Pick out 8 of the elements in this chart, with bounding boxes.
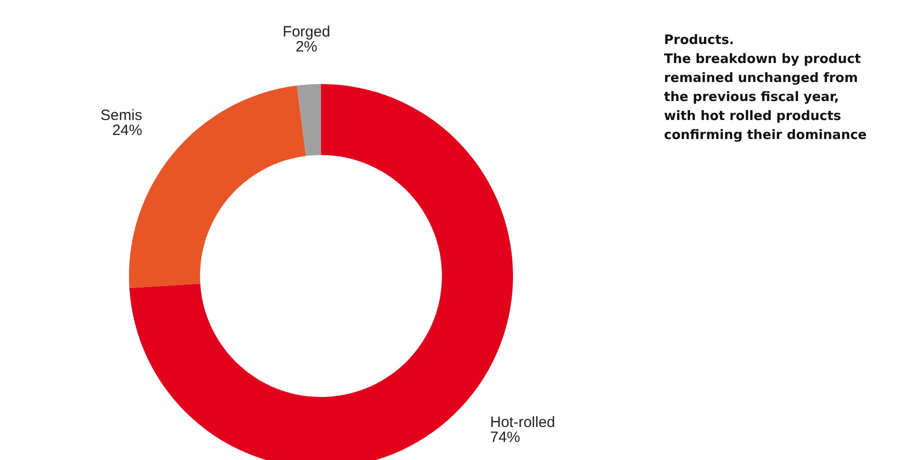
data-label: 74% [490, 428, 520, 446]
data-label: 24% [112, 122, 142, 140]
data-label: 2% [296, 38, 318, 56]
slice-label: Forged [282, 23, 330, 40]
slice-label: Hot-rolled [490, 414, 556, 431]
text: The breakdown by product remained unchanged from the previous fiscal year, with hot rolled products confirming their dominance [664, 52, 867, 143]
slice-label: Semis [100, 107, 142, 124]
text: Products. [664, 33, 734, 48]
